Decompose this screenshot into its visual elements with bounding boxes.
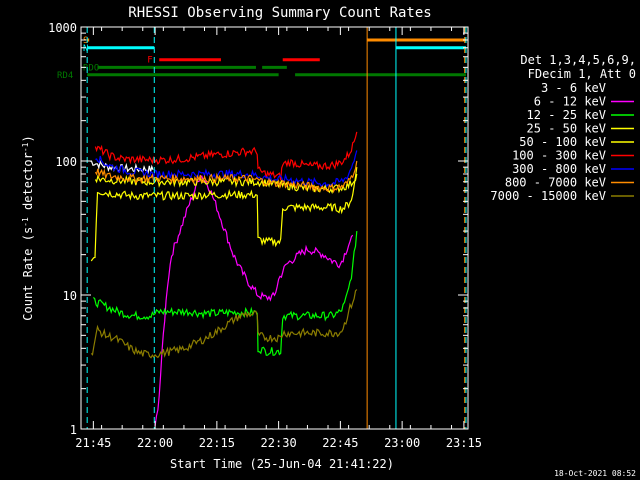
y-axis-label-part: Count Rate (s xyxy=(21,227,35,321)
y-tick-label-1: 10 xyxy=(63,289,77,303)
series-line-0 xyxy=(90,159,154,175)
legend-header-line-2: FDecim 1, Att 0 xyxy=(528,67,636,81)
legend-label-5: 100 - 300 keV xyxy=(512,149,606,163)
series-line-2 xyxy=(154,175,354,426)
series-line-8 xyxy=(94,160,358,194)
flag-label-rdo: RDO xyxy=(83,63,99,73)
chart-title: RHESSI Observing Summary Count Rates xyxy=(128,5,431,21)
legend-label-2: 12 - 25 keV xyxy=(527,108,606,122)
legend: Det 1,3,4,5,6,9, FDecim 1, Att 0 3 - 6 k… xyxy=(490,53,636,203)
flag-label-n: N xyxy=(83,44,88,54)
legend-header-line-1: Det 1,3,4,5,6,9, xyxy=(520,53,636,67)
x-tick-label-3: 22:30 xyxy=(261,436,297,450)
y-axis-label-superscript: -1 xyxy=(21,217,30,227)
y-tick-label-3: 1000 xyxy=(48,21,77,35)
x-axis-label: Start Time (25-Jun-04 21:41:22) xyxy=(170,457,394,471)
x-tick-label-2: 22:15 xyxy=(199,436,235,450)
legend-label-0: 3 - 6 keV xyxy=(541,81,606,95)
flag-label-f: F xyxy=(147,56,152,66)
y-axis-label: Count Rate (s-1 detector-1) xyxy=(21,135,35,320)
legend-label-4: 50 - 100 keV xyxy=(519,135,606,149)
series-line-7 xyxy=(95,150,358,188)
y-axis-label-superscript: -1 xyxy=(21,142,30,152)
legend-label-8: 7000 - 15000 keV xyxy=(490,189,606,203)
y-tick-label-2: 100 xyxy=(55,155,77,169)
x-tick-label-1: 22:00 xyxy=(137,436,173,450)
series-layer xyxy=(90,131,358,430)
flag-label-rd4: RD4 xyxy=(57,71,73,81)
x-tick-label-0: 21:45 xyxy=(75,436,111,450)
x-axis: 21:45 22:00 22:15 22:30 22:45 23:00 23:15 xyxy=(75,27,482,450)
y-axis: 1 10 100 1000 xyxy=(48,21,468,437)
series-line-3 xyxy=(92,231,358,356)
series-line-9 xyxy=(90,289,358,359)
y-tick-label-0: 1 xyxy=(70,423,77,437)
x-tick-label-4: 22:45 xyxy=(322,436,358,450)
flag-label-s: S xyxy=(83,36,88,46)
legend-label-7: 800 - 7000 keV xyxy=(505,176,606,190)
legend-label-6: 300 - 800 keV xyxy=(512,162,606,176)
x-tick-label-6: 23:15 xyxy=(446,436,482,450)
vertical-markers-layer xyxy=(86,27,467,429)
y-axis-label-part: detector xyxy=(21,152,35,217)
plot-frame xyxy=(80,26,469,430)
x-tick-label-5: 23:00 xyxy=(384,436,420,450)
series-line-4 xyxy=(90,167,358,262)
flag-bars-layer: SN F RDO RD4 xyxy=(57,36,466,81)
footer-timestamp: 18-Oct-2021 08:52 xyxy=(554,469,636,478)
series-line-6 xyxy=(94,131,358,181)
legend-label-1: 6 - 12 keV xyxy=(534,95,606,109)
y-axis-label-part: ) xyxy=(21,135,35,142)
legend-label-3: 25 - 50 keV xyxy=(527,122,606,136)
